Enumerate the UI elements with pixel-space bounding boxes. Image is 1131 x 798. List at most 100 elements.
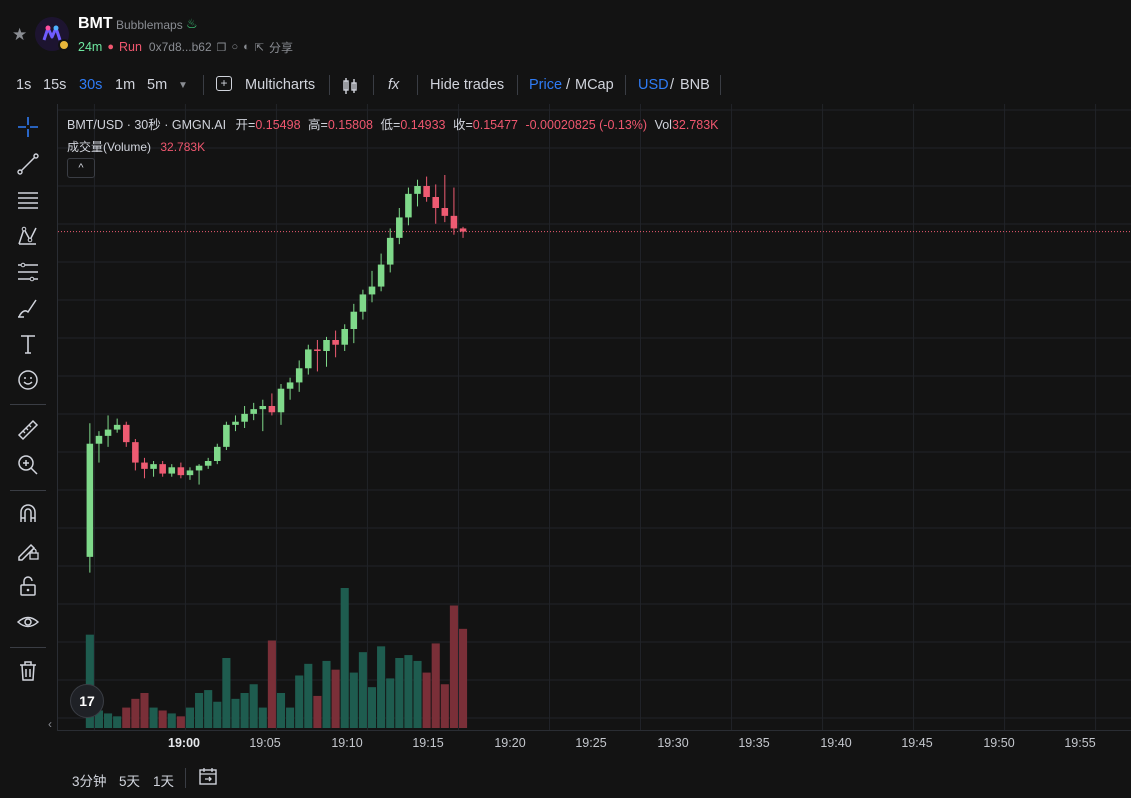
- candle-body: [250, 409, 257, 414]
- ruler-icon[interactable]: [14, 416, 42, 444]
- candle-body: [323, 340, 330, 351]
- candle-body: [432, 197, 439, 208]
- trend-line-icon[interactable]: [14, 150, 42, 178]
- unlock-icon[interactable]: [14, 572, 42, 600]
- timeframe-1s[interactable]: 1s: [16, 77, 32, 93]
- price-mcap-slash: /: [566, 77, 571, 93]
- visibility-eye-icon[interactable]: [14, 608, 42, 636]
- twitter-icon[interactable]: ◐: [243, 41, 250, 53]
- timeframe-30s[interactable]: 30s: [79, 77, 103, 93]
- candle-type-icon[interactable]: [342, 77, 358, 99]
- volume-bar: [113, 716, 122, 728]
- candle-body: [168, 467, 176, 474]
- candle-body: [186, 470, 194, 476]
- volume-bar: [304, 663, 313, 728]
- pattern-icon[interactable]: [14, 222, 42, 250]
- goto-date-icon[interactable]: [198, 766, 218, 789]
- toolbar-divider: [203, 75, 204, 95]
- volume-bar: [386, 678, 395, 728]
- volume-bar: [104, 713, 113, 728]
- range-1d[interactable]: 1天: [153, 774, 175, 789]
- hide-trades-button[interactable]: Hide trades: [430, 77, 505, 93]
- usd-toggle[interactable]: USD: [638, 77, 669, 93]
- candle-body: [195, 465, 203, 471]
- price-chart[interactable]: [57, 104, 1131, 730]
- bnb-toggle[interactable]: BNB: [680, 77, 710, 93]
- candle-body: [214, 446, 221, 461]
- volume-bar: [377, 646, 386, 728]
- magnet-icon[interactable]: [14, 500, 42, 528]
- ohlc-legend: BMT/USD · 30秒 · GMGN.AI 开=0.15498 高=0.15…: [67, 114, 719, 133]
- tradingview-logo[interactable]: 17: [70, 684, 104, 718]
- range-5d[interactable]: 5天: [119, 774, 141, 789]
- price-toggle[interactable]: Price: [529, 77, 563, 93]
- horizontal-lines-icon[interactable]: [14, 186, 42, 214]
- timeframe-1m[interactable]: 1m: [115, 77, 136, 93]
- collapse-legend-button[interactable]: ^: [67, 158, 95, 178]
- volume-bar: [267, 640, 276, 728]
- lock-drawing-icon[interactable]: [14, 536, 42, 564]
- volume-bar: [322, 660, 331, 728]
- timeframe-dropdown-icon[interactable]: ▼: [178, 80, 188, 91]
- footer-divider: [185, 768, 186, 788]
- candle-body: [268, 406, 276, 413]
- fib-levels-icon[interactable]: [14, 258, 42, 286]
- open-key: 开=: [235, 118, 256, 132]
- volume-bar: [276, 693, 286, 728]
- copy-icon[interactable]: ❐: [216, 41, 227, 54]
- scroll-left-icon[interactable]: ‹: [48, 717, 52, 731]
- timeframe-15s[interactable]: 15s: [43, 77, 67, 93]
- candle-body: [359, 294, 367, 312]
- close-value: 0.15477: [472, 118, 518, 132]
- volume-bar: [158, 710, 167, 728]
- trash-icon[interactable]: [14, 657, 42, 685]
- contract-address[interactable]: 0x7d8...b62: [148, 40, 212, 54]
- x-tick-label: 19:35: [738, 736, 770, 750]
- candle-body: [150, 464, 157, 469]
- candle-body: [259, 406, 267, 410]
- candle-body: [141, 462, 148, 469]
- external-link-icon[interactable]: ⇱: [254, 41, 265, 54]
- brush-icon[interactable]: [14, 294, 42, 322]
- crosshair-icon[interactable]: [14, 113, 42, 141]
- range-3min[interactable]: 3分钟: [72, 774, 107, 789]
- emoji-icon[interactable]: [14, 366, 42, 394]
- candlestick-chart[interactable]: [58, 104, 1131, 730]
- high-value: 0.15808: [327, 118, 374, 132]
- x-tick-label: 19:00: [168, 736, 200, 750]
- search-icon[interactable]: ○: [231, 41, 239, 53]
- volume-bar: [349, 672, 358, 728]
- multicharts-button[interactable]: Multicharts: [245, 77, 316, 93]
- share-button[interactable]: 分享: [269, 40, 294, 55]
- candle-body: [423, 186, 430, 197]
- volume-bar: [258, 707, 267, 728]
- volume-bar: [249, 684, 258, 728]
- candle-body: [368, 286, 376, 295]
- tool-divider: [10, 404, 46, 405]
- volume-bar: [449, 605, 458, 728]
- volume-bar: [431, 643, 440, 728]
- favorite-star-icon[interactable]: ★: [12, 25, 28, 44]
- toolbar-divider: [720, 75, 721, 95]
- time-axis[interactable]: 19:00 19:05 19:10 19:15 19:20 19:25 19:3…: [57, 730, 1131, 754]
- indicators-fx-icon[interactable]: fx: [388, 77, 400, 93]
- candle-body: [450, 215, 458, 229]
- token-age: 24m: [78, 40, 103, 54]
- mcap-toggle[interactable]: MCap: [575, 77, 614, 93]
- candle-body: [277, 388, 285, 413]
- toolbar-divider: [517, 75, 518, 95]
- candle-body: [223, 424, 230, 447]
- tool-divider: [10, 490, 46, 491]
- candle-body: [204, 461, 212, 466]
- multicharts-icon[interactable]: +: [216, 76, 232, 91]
- zoom-in-icon[interactable]: [14, 451, 42, 479]
- candle-body: [396, 217, 403, 238]
- candle-body: [414, 186, 421, 194]
- candle-body: [95, 435, 103, 444]
- candle-body: [132, 442, 139, 463]
- text-tool-icon[interactable]: [14, 330, 42, 358]
- timeframe-5m[interactable]: 5m: [147, 77, 168, 93]
- run-label: Run: [118, 40, 142, 54]
- volume-bar: [122, 707, 131, 728]
- volume-bar: [440, 684, 449, 728]
